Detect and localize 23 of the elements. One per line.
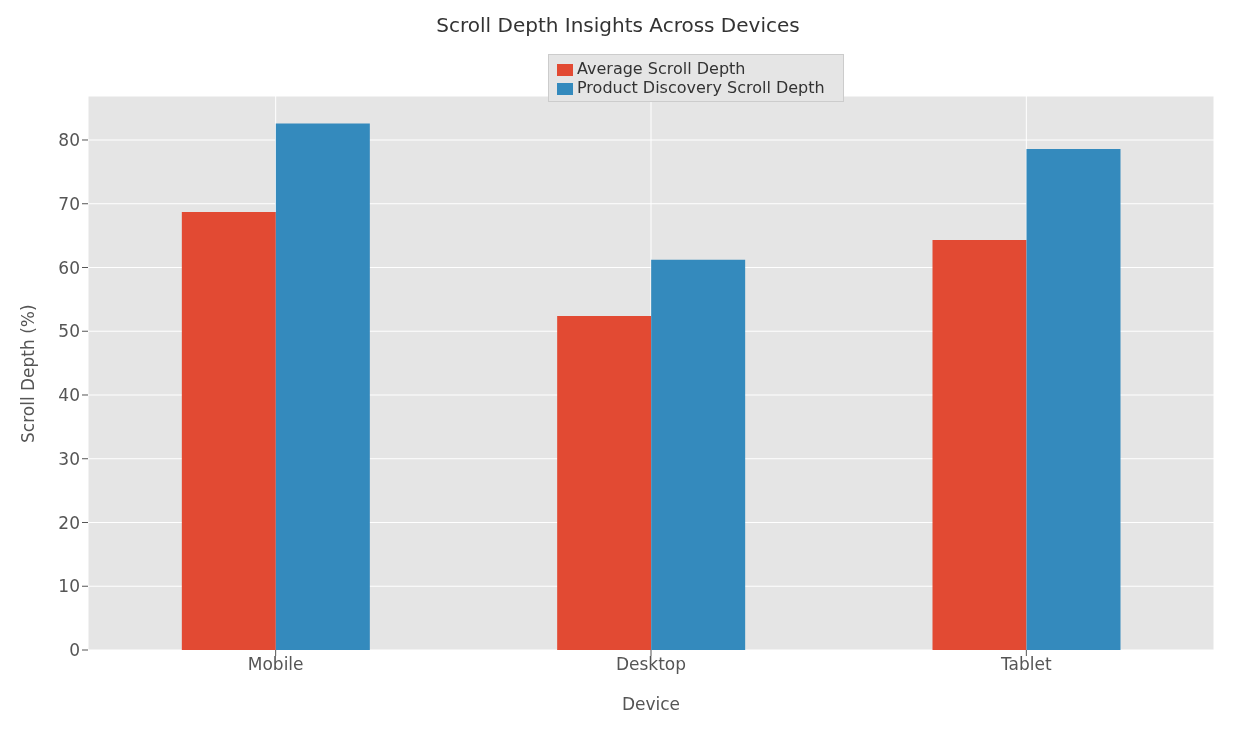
y-tick-label: 0 <box>69 640 80 661</box>
bar <box>651 259 746 650</box>
y-tick-label: 80 <box>58 130 80 151</box>
y-tick-label: 10 <box>58 576 80 597</box>
y-tick-label: 50 <box>58 321 80 342</box>
y-axis-title: Scroll Depth (%) <box>18 304 39 443</box>
x-tick-label: Desktop <box>615 654 687 675</box>
bar <box>932 240 1027 650</box>
y-tick-label: 40 <box>58 385 80 406</box>
bar <box>181 212 276 650</box>
y-tick-label: 60 <box>58 257 80 278</box>
y-tick-label: 30 <box>58 448 80 469</box>
bar <box>1026 148 1121 650</box>
x-axis-title: Device <box>621 694 681 714</box>
bar <box>557 315 652 650</box>
bar <box>275 123 370 650</box>
x-tick-label: Mobile <box>247 654 304 675</box>
legend-label: Average Scroll Depth <box>577 59 746 78</box>
y-tick-label: 70 <box>58 193 80 214</box>
y-tick-label: 20 <box>58 512 80 533</box>
x-tick-label: Tablet <box>1000 654 1052 675</box>
chart-title: Scroll Depth Insights Across Devices <box>435 12 801 39</box>
legend-label: Product Discovery Scroll Depth <box>577 78 825 97</box>
